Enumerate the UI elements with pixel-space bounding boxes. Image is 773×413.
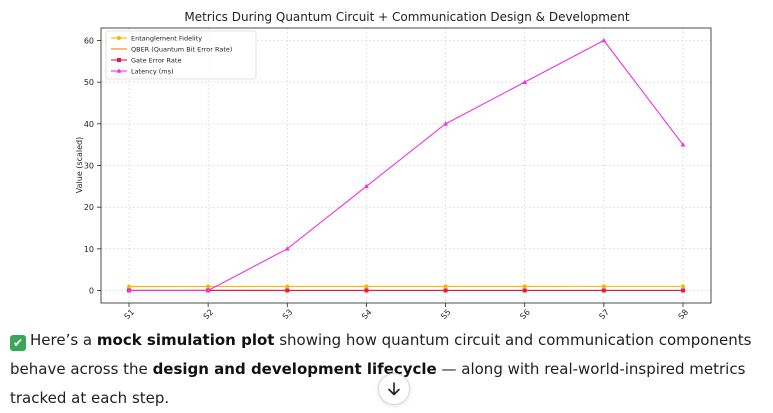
data-point [602, 284, 606, 288]
legend-label: Entanglement Fidelity [131, 35, 202, 43]
data-point [444, 284, 448, 288]
x-tick-label: S2 [202, 308, 216, 320]
x-tick-label: S1 [123, 308, 137, 320]
legend-label: Gate Error Rate [131, 57, 181, 65]
chart-title: Metrics During Quantum Circuit + Communi… [184, 10, 630, 24]
x-tick-label: S3 [281, 308, 295, 320]
arrow-down-icon [386, 381, 402, 397]
legend-label: QBER (Quantum Bit Error Rate) [131, 46, 232, 54]
scroll-to-bottom-button[interactable] [378, 373, 410, 405]
data-point [523, 284, 527, 288]
legend-marker [117, 58, 121, 62]
y-tick-label: 0 [89, 287, 94, 296]
x-tick-label: S7 [597, 308, 611, 320]
y-tick-label: 10 [84, 245, 94, 254]
data-point [523, 288, 527, 292]
y-axis-label: Value (scaled) [75, 137, 84, 193]
data-point [364, 284, 368, 288]
y-tick-label: 30 [84, 162, 94, 171]
y-tick-label: 40 [84, 120, 94, 129]
chart-legend: Entanglement Fidelity QBER (Quantum Bit E… [106, 31, 256, 79]
data-point [285, 284, 289, 288]
data-point [285, 288, 289, 292]
data-point [601, 38, 606, 42]
x-tick-label: S5 [439, 308, 453, 320]
x-tick-label: S6 [518, 308, 532, 320]
data-point [681, 284, 685, 288]
data-point [681, 288, 685, 292]
x-axis: S1 S2 S3 S4 S5 S6 S7 S8 [123, 303, 691, 320]
data-point [364, 288, 368, 292]
x-tick-label: S4 [360, 308, 374, 320]
y-axis: 0 10 20 30 40 50 60 [84, 37, 101, 296]
y-tick-label: 20 [84, 203, 94, 212]
check-mark-icon: ✔ [10, 335, 26, 351]
legend-marker [117, 36, 121, 40]
data-point [444, 288, 448, 292]
y-tick-label: 50 [84, 78, 94, 87]
message-bold-1: mock simulation plot [97, 331, 275, 349]
data-point [602, 288, 606, 292]
legend-label: Latency (ms) [131, 68, 174, 76]
y-tick-label: 60 [84, 37, 94, 46]
x-tick-label: S8 [677, 308, 691, 320]
message-text-1: Here’s a [30, 331, 97, 349]
metrics-line-chart: Metrics During Quantum Circuit + Communi… [0, 0, 773, 320]
